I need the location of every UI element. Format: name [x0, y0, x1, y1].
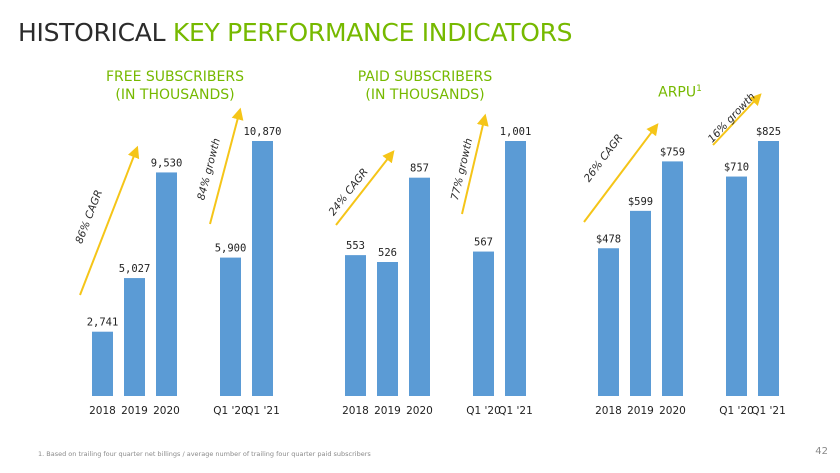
page-number: 42: [815, 446, 828, 457]
paid-category-label-2018: 2018: [342, 405, 369, 417]
paid-value-label-2019: 526: [378, 247, 397, 259]
arpu-category-label-2020: 2020: [659, 405, 686, 417]
paid-value-label-q1-20: 567: [474, 237, 493, 249]
free-category-label-q1-20: Q1 '20: [213, 405, 248, 417]
arpu-title-text: ARPU: [658, 84, 697, 101]
free-bar-2018: [92, 331, 113, 396]
arpu-value-label-2020: $759: [660, 146, 685, 158]
free-category-label-q1-21: Q1 '21: [245, 405, 280, 417]
paid-category-label-2019: 2019: [374, 405, 401, 417]
arpu-value-label-2018: $478: [596, 233, 621, 245]
paid-bar-q1-21: [505, 141, 526, 396]
arpu-growth-arrow-2: [712, 93, 762, 146]
arpu-category-label-2019: 2019: [627, 405, 654, 417]
arpu-bar-q1-20: [726, 176, 747, 396]
free-growth-annotation-1: 86% CAGR: [73, 188, 105, 245]
free-category-label-2019: 2019: [121, 405, 148, 417]
paid-bar-2019: [377, 262, 398, 396]
slide-title: HISTORICAL KEY PERFORMANCE INDICATORS: [18, 18, 573, 47]
arpu-title-footnote-marker: 1: [696, 84, 702, 94]
paid-value-label-2020: 857: [410, 163, 429, 175]
free-value-label-2018: 2,741: [87, 317, 119, 329]
arpu-bar-2020: [662, 161, 683, 396]
paid-growth-annotation-2: 77% growth: [449, 137, 475, 202]
paid-bar-q1-20: [473, 251, 494, 396]
paid-subscribers-chart-title: PAID SUBSCRIBERS (IN THOUSANDS): [350, 68, 500, 104]
arpu-category-label-2018: 2018: [595, 405, 622, 417]
free-subscribers-chart: 2,741 2018 5,027 2019 9,530 2020 5,900 Q1 '20 10…: [73, 107, 282, 417]
arpu-growth-annotation-2: 16% growth: [706, 91, 758, 145]
paid-category-label-q1-20: Q1 '20: [466, 405, 501, 417]
paid-growth-arrow-2: [461, 113, 489, 215]
paid-category-label-q1-21: Q1 '21: [498, 405, 533, 417]
free-bar-2019: [124, 278, 145, 396]
free-value-label-q1-21: 10,870: [244, 126, 282, 138]
arpu-category-label-q1-20: Q1 '20: [719, 405, 754, 417]
arpu-category-label-q1-21: Q1 '21: [751, 405, 786, 417]
paid-bar-2018: [345, 255, 366, 396]
free-subscribers-chart-title: FREE SUBSCRIBERS (IN THOUSANDS): [100, 68, 250, 104]
arpu-bar-2019: [630, 210, 651, 396]
footnote: 1. Based on trailing four quarter net bi…: [38, 450, 371, 458]
paid-subscribers-title-line2: (IN THOUSANDS): [365, 87, 485, 103]
free-bar-q1-21: [252, 141, 273, 396]
slide-title-accent: KEY PERFORMANCE INDICATORS: [172, 18, 573, 47]
arpu-bar-2018: [598, 248, 619, 396]
paid-subscribers-chart: 553 2018 526 2019 857 2020 567 Q1 '20 1,001 Q1 '2…: [326, 113, 533, 417]
arpu-value-label-2019: $599: [628, 196, 653, 208]
free-subscribers-title-line2: (IN THOUSANDS): [115, 87, 235, 103]
paid-bar-2020: [409, 177, 430, 396]
arpu-chart: $478 2018 $599 2019 $759 2020 $710 Q1 '20 $825 Q1…: [582, 91, 786, 417]
free-value-label-q1-20: 5,900: [215, 243, 247, 255]
paid-value-label-2018: 553: [346, 240, 365, 252]
arpu-value-label-q1-21: $825: [756, 126, 781, 138]
arpu-bar-q1-21: [758, 141, 779, 396]
free-bar-2020: [156, 172, 177, 396]
free-growth-arrow-1: [79, 145, 140, 296]
free-category-label-2020: 2020: [153, 405, 180, 417]
free-value-label-2020: 9,530: [151, 157, 183, 169]
paid-subscribers-title-line1: PAID SUBSCRIBERS: [357, 69, 493, 85]
free-growth-arrow-2: [209, 107, 244, 225]
free-category-label-2018: 2018: [89, 405, 116, 417]
arpu-growth-arrow-1: [583, 123, 659, 223]
free-bar-q1-20: [220, 257, 241, 396]
arpu-chart-title: ARPU1: [640, 80, 720, 102]
paid-growth-arrow-1: [335, 150, 395, 226]
free-value-label-2019: 5,027: [119, 263, 151, 275]
slide-title-prefix: HISTORICAL: [18, 18, 173, 47]
free-subscribers-title-line1: FREE SUBSCRIBERS: [106, 69, 244, 85]
arpu-value-label-q1-20: $710: [724, 162, 749, 174]
paid-category-label-2020: 2020: [406, 405, 433, 417]
paid-value-label-q1-21: 1,001: [500, 126, 532, 138]
